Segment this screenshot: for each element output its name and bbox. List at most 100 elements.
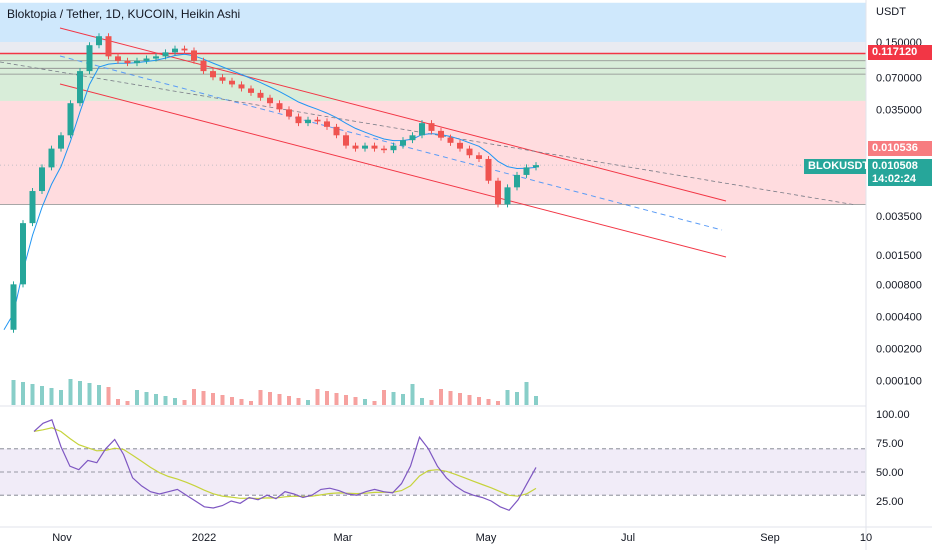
candle (485, 158, 492, 181)
volume-bar (372, 401, 377, 405)
time-tick-label: 10 (860, 532, 872, 544)
candle (134, 60, 140, 64)
price-tick-label: 0.000200 (876, 344, 922, 356)
volume-bar (173, 398, 177, 405)
price-tick-label: 0.003500 (876, 211, 922, 223)
volume-bar (391, 392, 396, 405)
level-price-tag: 0.117120 (868, 45, 932, 60)
volume-bar (287, 396, 291, 405)
candle (476, 155, 482, 159)
price-tick-label: 0.001500 (876, 250, 922, 262)
candle (172, 48, 178, 53)
candle (20, 223, 26, 285)
channel-midline (59, 55, 723, 231)
candle (200, 60, 207, 72)
price-zone (0, 42, 866, 54)
volume-bar (135, 390, 139, 405)
candle (162, 52, 169, 57)
candle (153, 56, 159, 59)
candle (352, 145, 359, 149)
volume-bar (68, 379, 73, 405)
volume-bar (401, 394, 405, 405)
rsi-ma-line (33, 427, 537, 500)
volume-bar (344, 395, 348, 405)
candle (39, 167, 45, 192)
volume-bar (230, 397, 234, 405)
volume-bar (97, 385, 101, 405)
price-tick-label: 0.000400 (876, 311, 922, 323)
price-tick-label: 0.000100 (876, 376, 922, 388)
candle (257, 92, 264, 98)
volume-bar (49, 388, 54, 405)
candle (381, 148, 387, 151)
volume-bar (420, 398, 424, 405)
volume-bar (429, 400, 434, 405)
price-zones (0, 2, 866, 205)
candle (457, 142, 463, 149)
rsi-tick-label: 50.00 (876, 467, 904, 479)
volume-bar (258, 390, 263, 405)
volume-bar (486, 399, 491, 405)
volume-bar (325, 391, 329, 405)
price-zone (0, 2, 866, 43)
volume-bar (211, 393, 215, 405)
candle (390, 145, 397, 151)
candle (77, 71, 83, 104)
symbol-tag: BLOKUSDT (804, 159, 869, 174)
time-tick-label: Mar (334, 532, 353, 544)
ma-line (3, 53, 537, 331)
candle (324, 121, 330, 127)
candle (248, 88, 254, 93)
candle (305, 119, 311, 124)
volume-bar (524, 382, 529, 405)
time-tick-label: Sep (760, 532, 780, 544)
candle (229, 80, 235, 85)
volume-bar (306, 400, 310, 405)
volume-bar (410, 384, 415, 405)
candle (523, 167, 530, 175)
volume-bar (220, 395, 225, 405)
candle (314, 119, 321, 122)
volume-bar (144, 392, 149, 405)
volume-bar (268, 392, 272, 405)
volume-bar (363, 399, 367, 405)
candle (58, 135, 64, 149)
candle (514, 174, 520, 188)
volume-bar (534, 396, 538, 405)
time-tick-label: 2022 (192, 532, 216, 544)
candle (276, 103, 283, 110)
volume-bar (40, 386, 44, 405)
rsi-line (33, 419, 537, 512)
candle (48, 148, 55, 168)
volume-bar (448, 391, 453, 405)
volume-bar (163, 396, 168, 405)
price-series (10, 33, 539, 333)
volume-bar (477, 397, 481, 405)
time-tick-label: Jul (621, 532, 635, 544)
volume-bar (505, 390, 510, 405)
candle (447, 137, 454, 143)
volume-bar (496, 401, 500, 405)
time-tick-label: May (476, 532, 497, 544)
rsi-tick-label: 75.00 (876, 438, 904, 450)
candle (29, 191, 36, 224)
candle (96, 36, 102, 46)
price-tick-label: 0.000800 (876, 279, 922, 291)
last-price: 0.010508 (872, 160, 918, 172)
candle (105, 36, 112, 57)
candle (238, 84, 245, 89)
channel-lower (59, 83, 727, 258)
volume-bar (87, 383, 92, 405)
volume-bar (277, 394, 282, 405)
candle (371, 145, 378, 149)
candle (10, 284, 17, 330)
candle (333, 126, 340, 136)
volume-bar (125, 401, 130, 405)
rsi-panel (0, 419, 866, 512)
candle (409, 135, 416, 141)
last-price-tag: 0.010508 14:02:24 (868, 159, 932, 186)
volume-bar (458, 393, 462, 405)
time-tick-label: Nov (52, 532, 72, 544)
